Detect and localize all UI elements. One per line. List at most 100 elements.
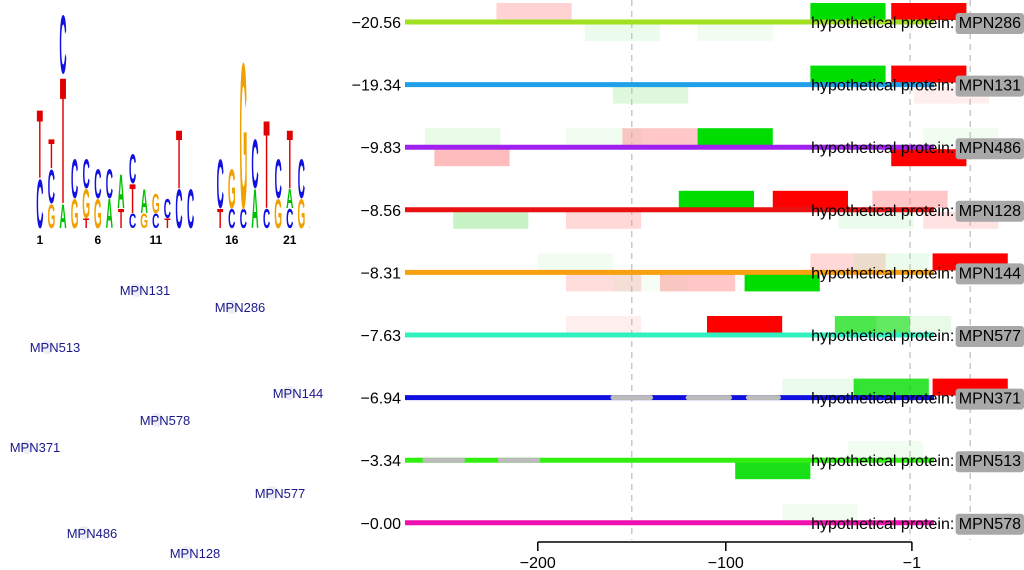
motif-site-box xyxy=(622,128,698,146)
gene-node: MPN486 xyxy=(67,526,117,541)
gene-node-dot xyxy=(283,386,297,400)
logo-letter-a: A xyxy=(117,165,124,219)
gene-node-label: MPN286 xyxy=(215,300,266,315)
logo-letter-c: C xyxy=(59,0,66,91)
gene-annotation: hypothetical protein: MPN144 xyxy=(811,265,1021,282)
motif-site-box xyxy=(838,211,914,229)
logo-letter-c: C xyxy=(152,210,159,233)
motif-site-box xyxy=(876,316,952,333)
x-tick-label: −200 xyxy=(520,555,556,570)
promoter-track: −8.31 hypothetical protein: MPN144 xyxy=(361,253,1024,292)
logo-letter-c: C xyxy=(240,204,247,235)
gene-annotation: hypothetical protein: MPN131 xyxy=(811,78,1021,95)
motif-site-box xyxy=(706,316,783,333)
logo-letter-c: C xyxy=(298,149,305,210)
gene-id-badge xyxy=(955,13,1024,34)
gene-id-badge xyxy=(955,451,1024,473)
motif-site-box xyxy=(834,316,911,333)
motif-site-box xyxy=(565,274,642,292)
logo-letter-g: G xyxy=(152,189,160,220)
gene-annotation: hypothetical protein: MPN371 xyxy=(811,391,1021,408)
motif-site-box xyxy=(453,211,529,229)
gene-node: MPN128 xyxy=(170,546,221,561)
gene-node-dot xyxy=(40,340,54,354)
motif-site-box xyxy=(434,149,510,167)
gene-node-label: MPN144 xyxy=(273,386,324,401)
logo-letter-a: A xyxy=(59,198,66,236)
gene-node: MPN371 xyxy=(10,440,60,455)
logo-letter-a: A xyxy=(251,179,258,240)
gene-node: MPN131 xyxy=(120,283,170,298)
logo-letter-g: G xyxy=(274,192,282,237)
logo-letter-g: G xyxy=(240,20,248,250)
logo-letter-t: T xyxy=(264,95,270,235)
gene-id-badge xyxy=(955,200,1024,222)
promoter-track: −0.00 hypothetical protein: MPN578 xyxy=(361,503,1024,535)
logo-letter-c: C xyxy=(275,149,282,210)
logo-letter-c: C xyxy=(187,179,194,240)
track-score: −9.83 xyxy=(361,140,402,157)
track-score: −20.56 xyxy=(352,15,401,32)
gene-id-badge xyxy=(955,75,1024,97)
motif-site-box xyxy=(810,65,886,83)
track-score: −0.00 xyxy=(361,516,402,533)
motif-site-box xyxy=(853,378,929,396)
gene-node-label: MPN577 xyxy=(255,486,306,501)
logo-letter-c: C xyxy=(175,179,182,240)
motif-site-box xyxy=(612,86,689,104)
gene-node-label: MPN578 xyxy=(140,413,191,428)
logo-letter-g: G xyxy=(48,198,56,236)
logo-letter-c: C xyxy=(164,194,171,225)
logo-letter-c: C xyxy=(129,147,136,192)
gene-annotation: hypothetical protein: MPN577 xyxy=(811,328,1021,345)
logo-letter-c: C xyxy=(129,210,136,233)
gene-scatter-plot: MPN131 MPN286 MPN513 MPN144 MPN578 MPN371 MPN5… xyxy=(10,283,324,561)
motif-site-box xyxy=(744,274,820,292)
track-score: −6.94 xyxy=(361,391,402,408)
gene-node: MPN577 xyxy=(255,486,306,501)
motif-site-box xyxy=(659,274,736,292)
gene-node: MPN578 xyxy=(140,413,191,428)
logo-letter-t: T xyxy=(176,112,182,206)
track-score: −7.63 xyxy=(361,328,402,345)
gene-node-dot xyxy=(265,486,279,500)
logo-letter-c: C xyxy=(286,204,293,235)
motif-site-box xyxy=(847,441,924,459)
motif-site-box xyxy=(782,378,858,396)
gene-annotation: hypothetical protein: MPN286 xyxy=(811,15,1021,32)
motif-site-box xyxy=(584,24,660,41)
gene-node-dot xyxy=(20,440,34,454)
motif-site-box xyxy=(565,211,642,229)
motif-site-box xyxy=(853,253,929,271)
track-score: −8.56 xyxy=(361,203,402,220)
logo-letter-c: C xyxy=(83,152,90,197)
logo-position-label: 6 xyxy=(94,233,101,247)
track-score: −3.34 xyxy=(361,453,402,470)
gene-id-badge xyxy=(955,263,1024,285)
motif-site-box xyxy=(697,128,773,146)
gene-id-badge xyxy=(955,513,1024,535)
logo-position-label: 11 xyxy=(149,233,162,247)
logo-letter-c: C xyxy=(217,145,224,223)
gene-node-dot xyxy=(150,413,164,427)
promoter-track: −9.83 hypothetical protein: MPN486 xyxy=(361,128,1024,167)
motif-site-box xyxy=(810,3,886,20)
x-tick-label: −100 xyxy=(708,555,744,570)
gene-id-badge xyxy=(955,326,1024,347)
gene-node-label: MPN128 xyxy=(170,546,221,561)
motif-site-box xyxy=(891,65,967,83)
gene-node-dot xyxy=(225,300,239,314)
motif-site-box xyxy=(537,253,613,271)
motif-site-box xyxy=(891,3,967,20)
logo-letter-t: T xyxy=(217,204,223,235)
logo-letter-g: G xyxy=(71,192,79,237)
logo-position-label: 21 xyxy=(283,233,297,247)
promoter-track: −6.94 hypothetical protein: MPN371 xyxy=(361,378,1024,410)
track-score: −8.31 xyxy=(361,265,402,282)
logo-letter-g: G xyxy=(82,182,90,227)
motif-site-box xyxy=(425,128,501,146)
gene-node-dot xyxy=(130,283,144,297)
logo-letter-c: C xyxy=(228,204,235,235)
